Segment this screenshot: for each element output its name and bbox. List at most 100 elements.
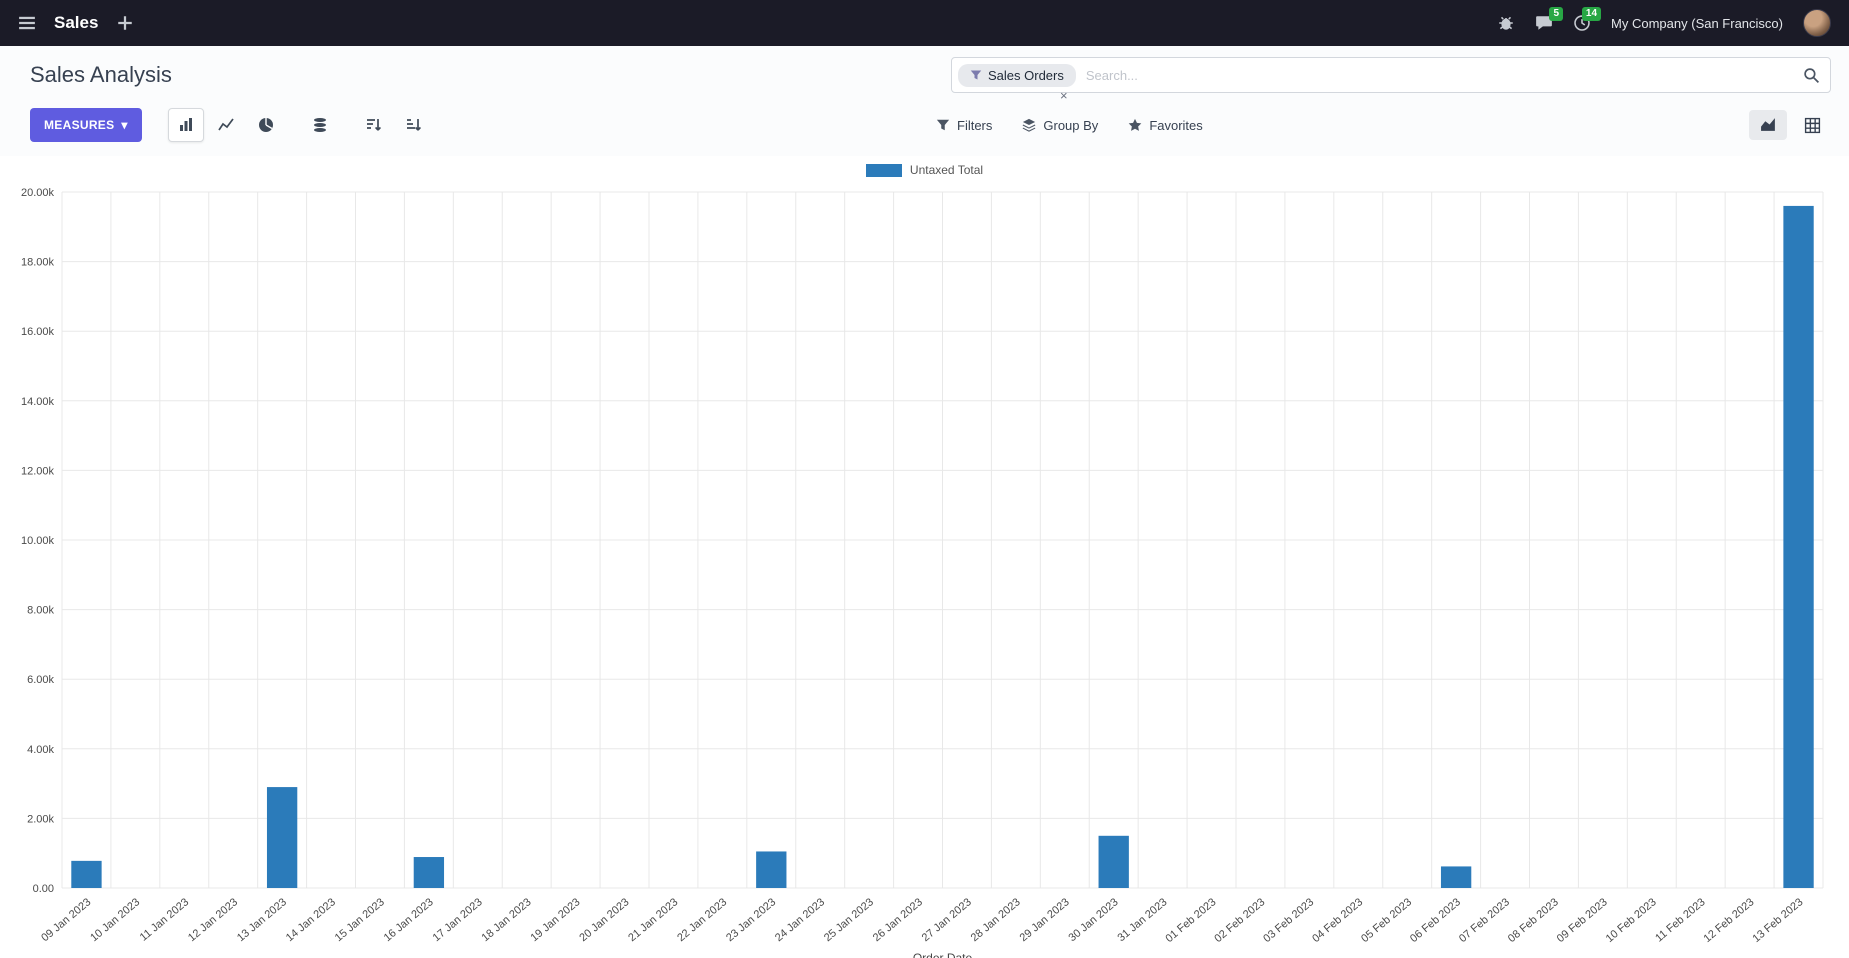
x-axis-title: Order Date	[913, 951, 973, 958]
chart-type-group	[167, 108, 284, 142]
bar[interactable]	[1098, 835, 1129, 888]
bar[interactable]	[756, 851, 787, 888]
filter-funnel-icon	[970, 69, 982, 81]
svg-text:01 Feb 2023: 01 Feb 2023	[1163, 896, 1218, 945]
pie-chart-button[interactable]	[248, 108, 284, 142]
bar-chart-button[interactable]	[167, 108, 204, 142]
pivot-view-icon	[1804, 117, 1820, 133]
svg-text:04 Feb 2023: 04 Feb 2023	[1310, 896, 1365, 945]
svg-text:12 Jan 2023: 12 Jan 2023	[186, 896, 240, 944]
svg-text:18 Jan 2023: 18 Jan 2023	[480, 896, 534, 944]
line-chart-icon	[218, 118, 234, 131]
svg-text:10 Jan 2023: 10 Jan 2023	[88, 896, 142, 944]
svg-text:18.00k: 18.00k	[21, 257, 55, 269]
svg-text:20 Jan 2023: 20 Jan 2023	[577, 896, 631, 944]
bar[interactable]	[1440, 866, 1472, 888]
chart-area: Untaxed Total 0.00 2.00k 4.00k 6.00k 8.00k 10…	[0, 156, 1849, 958]
svg-text:14.00k: 14.00k	[21, 396, 55, 408]
svg-text:19 Jan 2023: 19 Jan 2023	[528, 896, 582, 944]
svg-text:23 Jan 2023: 23 Jan 2023	[724, 896, 778, 944]
svg-text:09 Jan 2023: 09 Jan 2023	[39, 896, 93, 944]
svg-text:16 Jan 2023: 16 Jan 2023	[382, 896, 436, 944]
svg-text:25 Jan 2023: 25 Jan 2023	[822, 896, 876, 944]
user-avatar[interactable]	[1803, 9, 1831, 37]
svg-text:02 Feb 2023: 02 Feb 2023	[1212, 896, 1267, 945]
search-options: Filters Group By Favorites	[936, 118, 1203, 133]
sort-descending-button[interactable]	[356, 108, 392, 142]
svg-text:24 Jan 2023: 24 Jan 2023	[773, 896, 827, 944]
company-name[interactable]: My Company (San Francisco)	[1611, 15, 1783, 31]
activities-menu[interactable]: 14	[1573, 7, 1602, 32]
messages-menu[interactable]: 5	[1535, 7, 1564, 32]
stacked-button[interactable]	[302, 108, 338, 142]
control-panel: Sales Analysis Sales Orders × MEASURES ▾	[0, 46, 1849, 156]
svg-text:6.00k: 6.00k	[27, 674, 54, 686]
legend-label: Untaxed Total	[909, 163, 984, 177]
legend-item-untaxed-total[interactable]: Untaxed Total	[865, 163, 984, 177]
svg-text:30 Jan 2023: 30 Jan 2023	[1067, 896, 1121, 944]
top-navbar: Sales 5 14 My Company (San Franci	[0, 0, 1849, 46]
activity-count-badge: 14	[1581, 7, 1602, 21]
app-name[interactable]: Sales	[54, 13, 99, 32]
svg-text:2.00k: 2.00k	[27, 813, 54, 825]
svg-text:29 Jan 2023: 29 Jan 2023	[1018, 896, 1072, 944]
chat-icon	[1535, 14, 1553, 32]
svg-text:06 Feb 2023: 06 Feb 2023	[1408, 896, 1463, 945]
favorites-star-icon	[1129, 118, 1142, 131]
favorites-label: Favorites	[1149, 117, 1203, 133]
sort-ascending-button[interactable]	[396, 108, 432, 142]
svg-text:31 Jan 2023: 31 Jan 2023	[1115, 896, 1169, 944]
plus-icon[interactable]	[116, 14, 134, 32]
page-title: Sales Analysis	[30, 62, 172, 87]
bars	[71, 205, 1814, 889]
sort-group	[356, 108, 432, 142]
svg-text:20.00k: 20.00k	[21, 187, 55, 199]
svg-text:8.00k: 8.00k	[27, 605, 54, 617]
search-bar[interactable]: Sales Orders ×	[951, 57, 1831, 102]
svg-text:17 Jan 2023: 17 Jan 2023	[431, 896, 485, 944]
search-input[interactable]	[1075, 67, 1803, 83]
apps-menu-icon[interactable]	[18, 14, 36, 32]
search-facet-sales-orders[interactable]: Sales Orders	[958, 63, 1076, 87]
bar[interactable]	[71, 860, 102, 888]
stacked-icon	[313, 118, 326, 132]
facet-label: Sales Orders	[988, 67, 1064, 83]
graph-view-button[interactable]	[1749, 110, 1787, 140]
svg-text:15 Jan 2023: 15 Jan 2023	[333, 896, 387, 944]
filters-label: Filters	[957, 117, 993, 133]
svg-text:4.00k: 4.00k	[27, 744, 54, 756]
pie-chart-icon	[258, 118, 273, 132]
svg-text:03 Feb 2023: 03 Feb 2023	[1261, 896, 1316, 945]
pivot-view-button[interactable]	[1793, 110, 1831, 140]
bar[interactable]	[413, 857, 445, 888]
group-by-button[interactable]: Group By	[1022, 118, 1098, 133]
svg-text:09 Feb 2023: 09 Feb 2023	[1555, 896, 1610, 945]
svg-text:26 Jan 2023: 26 Jan 2023	[871, 896, 925, 944]
line-chart-button[interactable]	[208, 108, 244, 142]
svg-text:12.00k: 12.00k	[21, 465, 55, 477]
svg-text:16.00k: 16.00k	[21, 326, 55, 338]
favorites-button[interactable]: Favorites	[1128, 117, 1203, 133]
filters-icon	[936, 119, 950, 131]
svg-text:21 Jan 2023: 21 Jan 2023	[626, 896, 680, 944]
bar[interactable]	[1783, 205, 1814, 889]
measures-button[interactable]: MEASURES ▾	[30, 108, 142, 142]
svg-text:28 Jan 2023: 28 Jan 2023	[969, 896, 1023, 944]
chevron-down-icon: ▾	[121, 118, 128, 132]
svg-text:05 Feb 2023: 05 Feb 2023	[1359, 896, 1414, 945]
sort-ascending-icon	[406, 119, 421, 131]
sales-analysis-bar-chart[interactable]: 0.00 2.00k 4.00k 6.00k 8.00k 10.00k 12.00k 14.0…	[0, 184, 1849, 958]
svg-text:22 Jan 2023: 22 Jan 2023	[675, 896, 729, 944]
svg-text:13 Feb 2023: 13 Feb 2023	[1750, 896, 1805, 945]
filters-button[interactable]: Filters	[936, 118, 992, 133]
bar[interactable]	[266, 787, 298, 888]
sort-descending-icon	[366, 119, 381, 131]
svg-text:07 Feb 2023: 07 Feb 2023	[1457, 896, 1512, 945]
chart-legend: Untaxed Total	[0, 156, 1849, 184]
svg-text:11 Feb 2023: 11 Feb 2023	[1653, 896, 1707, 944]
search-icon[interactable]	[1803, 67, 1820, 84]
group-by-label: Group By	[1043, 117, 1099, 133]
bar-chart-icon	[179, 118, 192, 131]
bug-icon[interactable]	[1497, 14, 1515, 32]
facet-remove-icon[interactable]: ×	[1060, 88, 1068, 103]
